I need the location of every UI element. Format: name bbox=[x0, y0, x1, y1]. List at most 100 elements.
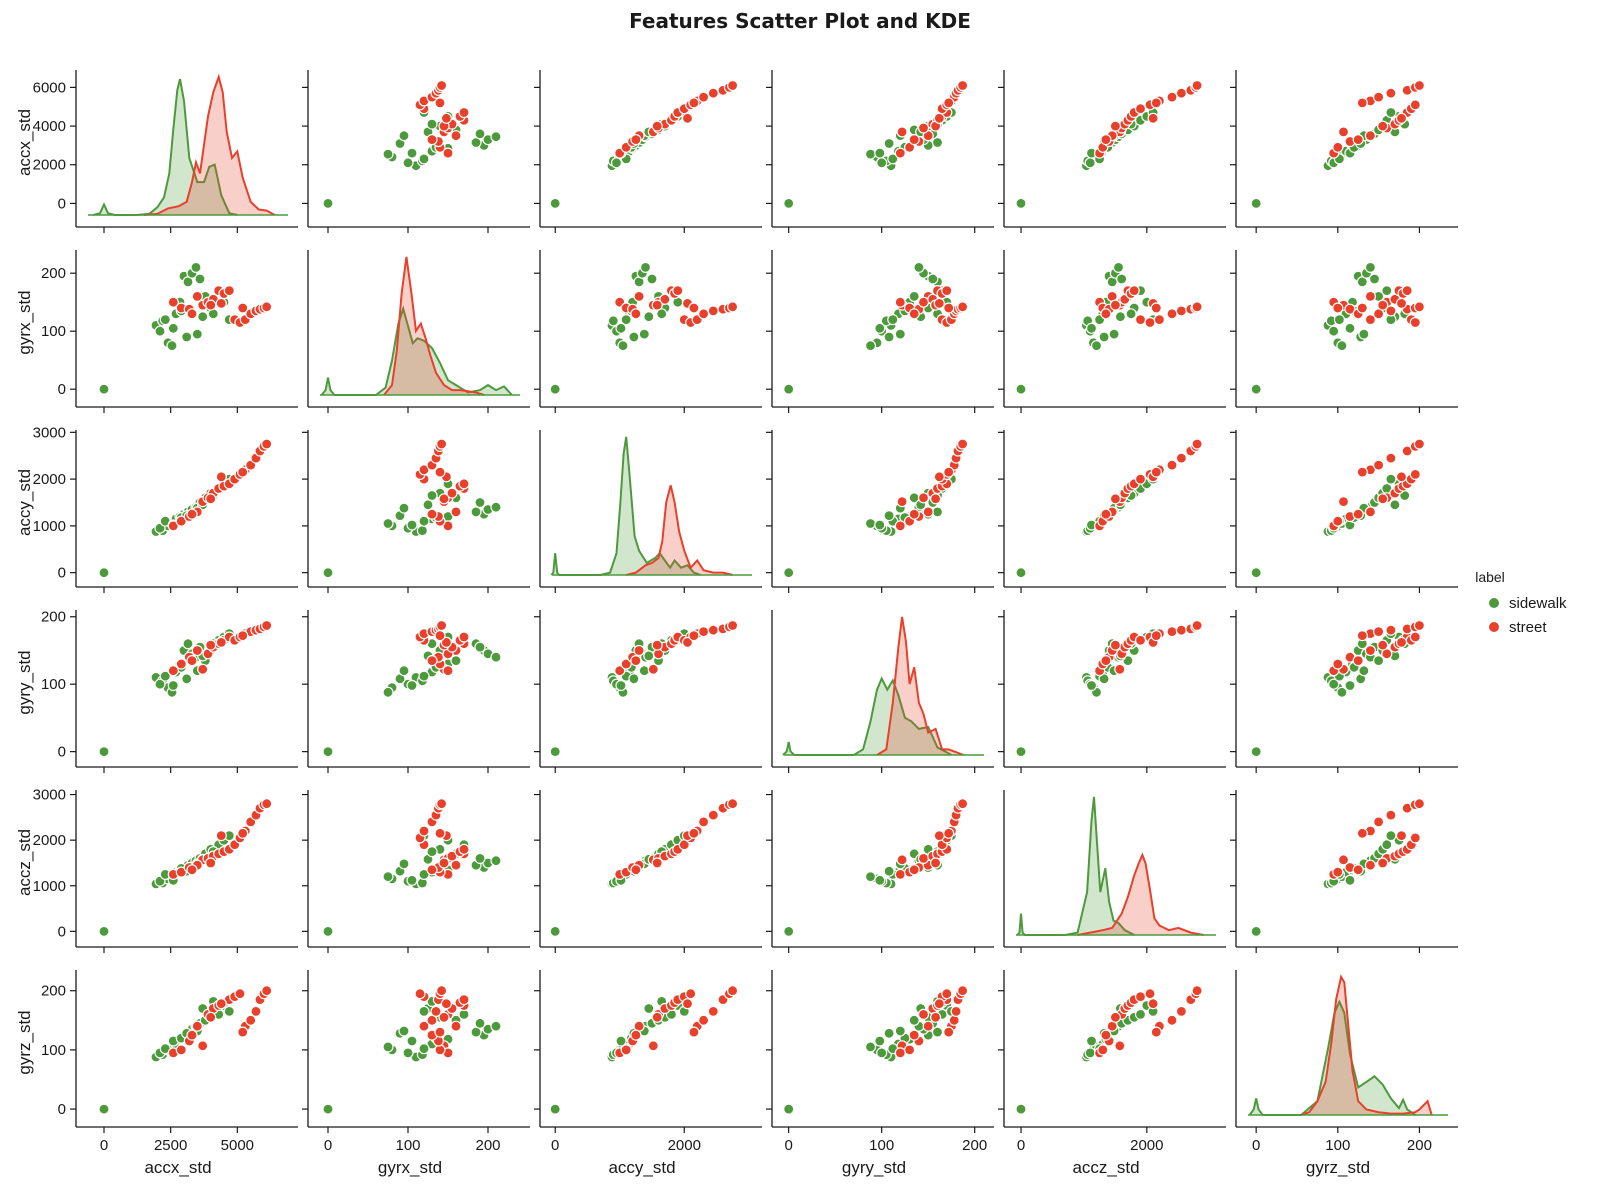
point-street bbox=[688, 302, 700, 314]
point-sidewalk bbox=[1250, 197, 1262, 209]
point-street bbox=[1150, 466, 1162, 478]
kde-line-street-gyrx_std bbox=[383, 256, 485, 396]
point-street bbox=[1114, 1040, 1126, 1052]
point-street bbox=[1332, 866, 1344, 878]
point-street bbox=[237, 302, 249, 314]
point-sidewalk bbox=[474, 852, 486, 865]
point-street bbox=[1109, 299, 1122, 311]
x-tick-label: 100 bbox=[395, 1137, 420, 1154]
point-street bbox=[1166, 1014, 1178, 1026]
panel-accz_std-vs-accy_std bbox=[534, 790, 762, 953]
point-street bbox=[1377, 857, 1389, 869]
x-axis-label-accx_std: accx_std bbox=[144, 1158, 211, 1177]
point-street bbox=[1175, 624, 1188, 636]
y-tick-label: 2000 bbox=[33, 471, 66, 488]
point-sidewalk bbox=[402, 157, 414, 169]
point-sidewalk bbox=[643, 1002, 655, 1015]
point-sidewalk bbox=[1085, 679, 1098, 692]
point-sidewalk bbox=[887, 153, 899, 165]
legend-label-street: street bbox=[1509, 619, 1547, 636]
point-street bbox=[1395, 636, 1408, 649]
point-sidewalk bbox=[418, 670, 430, 682]
point-sidewalk bbox=[194, 273, 206, 285]
y-tick-label: 100 bbox=[41, 1042, 66, 1059]
point-street bbox=[1150, 1026, 1162, 1038]
point-street bbox=[950, 1005, 962, 1018]
x-tick-label: 2000 bbox=[1130, 1137, 1163, 1154]
point-street bbox=[1332, 302, 1344, 314]
point-street bbox=[697, 625, 710, 638]
point-sidewalk bbox=[931, 136, 944, 149]
point-street bbox=[1166, 91, 1178, 103]
x-tick-label: 0 bbox=[324, 1137, 332, 1154]
point-street bbox=[894, 296, 906, 308]
point-street bbox=[1385, 452, 1397, 464]
point-street bbox=[688, 97, 700, 109]
point-sidewalk bbox=[1015, 383, 1027, 395]
point-street bbox=[726, 798, 739, 810]
point-sidewalk bbox=[1358, 665, 1370, 677]
point-sidewalk bbox=[322, 1103, 334, 1115]
panel-accx_std-vs-gyrx_std bbox=[302, 70, 530, 233]
panel-accz_std-vs-accz_std bbox=[1003, 790, 1226, 953]
point-street bbox=[434, 1026, 446, 1038]
point-street bbox=[1175, 305, 1188, 317]
point-sidewalk bbox=[159, 670, 171, 682]
point-street bbox=[1175, 87, 1188, 99]
panel-accy_std-vs-gyry_std bbox=[766, 430, 994, 593]
point-street bbox=[1332, 141, 1344, 153]
point-sidewalk bbox=[191, 328, 203, 340]
panel-gyrx_std-vs-gyrx_std bbox=[307, 250, 530, 413]
y-tick-label: 1000 bbox=[33, 878, 66, 895]
y-tick-label: 100 bbox=[41, 676, 66, 693]
point-street bbox=[933, 471, 945, 483]
point-sidewalk bbox=[474, 641, 486, 653]
point-street bbox=[426, 864, 438, 876]
point-street bbox=[167, 665, 179, 677]
point-street bbox=[442, 665, 454, 677]
point-street bbox=[894, 868, 906, 881]
point-sidewalk bbox=[1098, 331, 1110, 343]
point-street bbox=[917, 122, 930, 134]
point-sidewalk bbox=[1381, 285, 1393, 297]
y-tick-label: 4000 bbox=[33, 118, 66, 135]
point-street bbox=[1100, 1029, 1112, 1041]
point-sidewalk bbox=[1336, 340, 1348, 352]
point-sidewalk bbox=[398, 130, 410, 142]
point-street bbox=[1395, 297, 1408, 309]
legend-label-sidewalk: sidewalk bbox=[1509, 595, 1567, 612]
point-sidewalk bbox=[610, 157, 623, 169]
point-sidewalk bbox=[1015, 745, 1027, 758]
point-sidewalk bbox=[1364, 261, 1377, 273]
point-street bbox=[436, 79, 448, 92]
point-street bbox=[922, 1020, 934, 1032]
kde-line-sidewalk-accx_std bbox=[93, 78, 238, 216]
panel-gyrz_std-vs-accx_std: 0 100 200 0 2500 5000 gyrz_std accx_std bbox=[15, 970, 298, 1177]
point-sidewalk bbox=[549, 745, 561, 758]
point-street bbox=[1372, 91, 1385, 103]
point-sidewalk bbox=[876, 157, 888, 169]
y-tick-label: 0 bbox=[58, 923, 66, 940]
point-sidewalk bbox=[154, 678, 166, 690]
point-street bbox=[450, 506, 462, 518]
point-street bbox=[651, 120, 663, 132]
point-street bbox=[630, 134, 642, 146]
point-street bbox=[1191, 985, 1203, 997]
point-sidewalk bbox=[883, 509, 895, 522]
point-street bbox=[688, 827, 700, 839]
panel-gyry_std-vs-gyrx_std bbox=[302, 610, 530, 773]
point-street bbox=[933, 829, 945, 842]
point-sidewalk bbox=[864, 1041, 877, 1053]
point-street bbox=[707, 305, 719, 317]
point-street bbox=[205, 639, 217, 651]
point-street bbox=[1385, 809, 1397, 821]
point-sidewalk bbox=[1250, 383, 1262, 395]
kde-line-street-accy_std bbox=[625, 485, 733, 576]
point-street bbox=[215, 297, 227, 309]
point-sidewalk bbox=[874, 519, 886, 531]
point-street bbox=[896, 496, 908, 508]
point-street bbox=[651, 857, 663, 869]
point-street bbox=[436, 438, 448, 450]
point-street bbox=[707, 809, 719, 821]
panel-accx_std-vs-accy_std bbox=[534, 70, 762, 233]
